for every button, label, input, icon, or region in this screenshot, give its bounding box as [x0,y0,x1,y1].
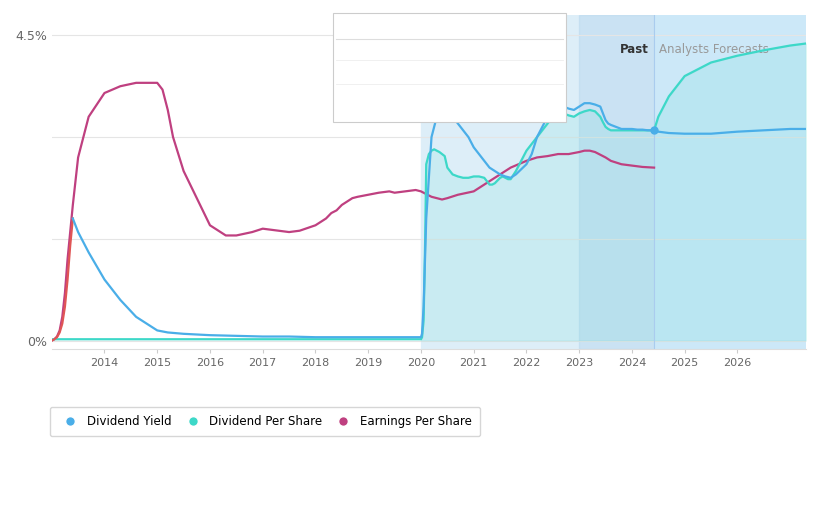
Text: US$0.980: US$0.980 [460,67,516,77]
Text: Dividend Yield: Dividend Yield [342,43,417,53]
Text: /yr: /yr [512,67,530,77]
Legend: Dividend Yield, Dividend Per Share, Earnings Per Share: Dividend Yield, Dividend Per Share, Earn… [50,407,480,436]
Bar [421,15,654,348]
Bar [654,15,806,348]
Text: Past: Past [620,44,649,56]
Text: 3.1%: 3.1% [460,43,488,53]
Text: No data: No data [460,90,506,100]
Bar [579,15,654,348]
Text: Analysts Forecasts: Analysts Forecasts [659,44,769,56]
Text: Earnings Per Share: Earnings Per Share [342,90,441,100]
Text: /yr: /yr [486,43,503,53]
Text: Dividend Per Share: Dividend Per Share [342,67,442,77]
Text: May 27 2024: May 27 2024 [342,21,432,34]
